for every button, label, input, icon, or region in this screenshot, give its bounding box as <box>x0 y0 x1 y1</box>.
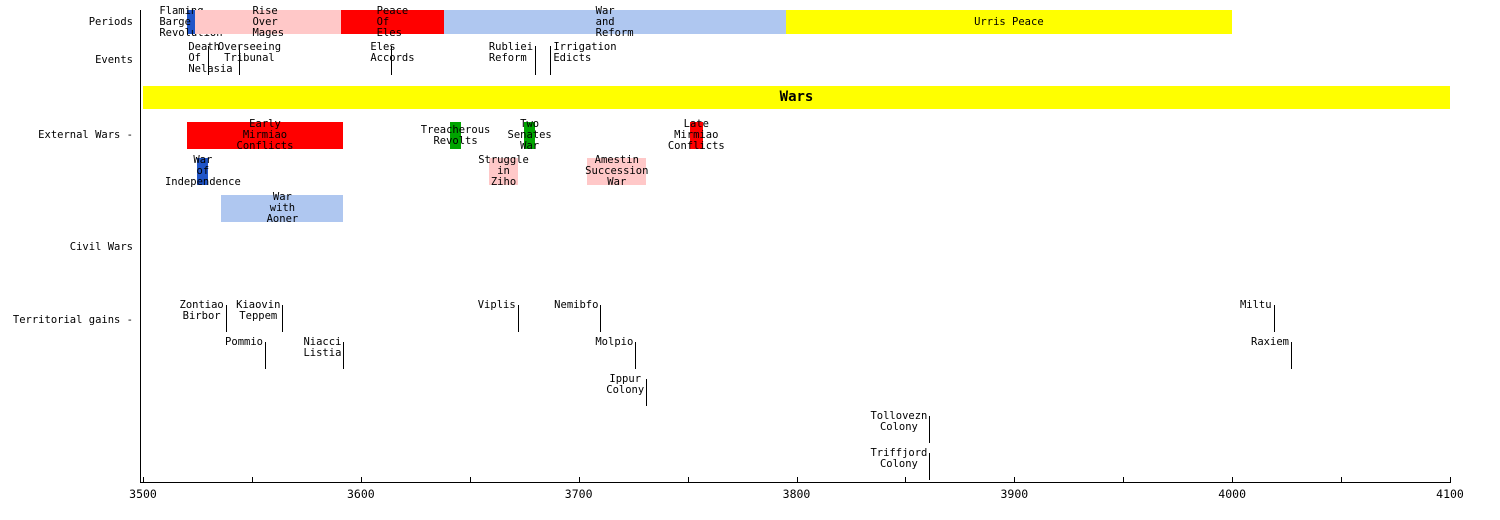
x-axis-tick-label: 3900 <box>1000 487 1029 501</box>
period-label: War and Reform <box>595 4 634 39</box>
row-label-periods: Periods <box>88 16 133 28</box>
period-label: Rise Over Mages <box>252 4 285 39</box>
war-label: War with Aoner <box>266 191 299 225</box>
territorial-gain-label: Triffjord Colony <box>870 447 928 470</box>
x-axis <box>140 482 1451 483</box>
war-bar <box>221 195 344 222</box>
war-bar <box>524 122 536 149</box>
event-label: Eles Accords <box>370 41 415 64</box>
x-axis-tick-label: 3600 <box>346 487 375 501</box>
event-marker <box>238 46 240 75</box>
x-axis-tick <box>797 477 798 482</box>
event-marker <box>391 46 393 75</box>
territorial-gain-label: Kiaovin Teppem <box>236 299 281 322</box>
event-label: Overseeing Tribunal <box>217 41 282 64</box>
war-label: Two Senates War <box>507 118 552 152</box>
x-axis-tick <box>1014 477 1015 482</box>
x-axis-tick <box>252 477 253 482</box>
period-label: Flaming Barge Revolution <box>159 4 223 39</box>
territorial-gain-label: Viplis <box>477 299 516 311</box>
x-axis-tick <box>470 477 471 482</box>
territorial-gain-marker <box>225 305 227 332</box>
x-axis-tick-label: 4000 <box>1218 487 1246 501</box>
period-bar <box>785 10 1233 34</box>
x-axis-tick <box>688 477 689 482</box>
x-axis-tick <box>579 477 580 482</box>
territorial-gain-marker <box>1273 305 1275 332</box>
territorial-gain-label: Raxiem <box>1251 336 1289 348</box>
period-bar <box>341 10 444 34</box>
war-label: Treacherous Revolts <box>420 123 491 147</box>
x-axis-tick <box>1450 477 1451 482</box>
war-label: Early Mirmiao Conflicts <box>236 118 294 152</box>
war-bar <box>489 158 518 185</box>
territorial-gain-marker <box>929 416 931 443</box>
x-axis-tick <box>1123 477 1124 482</box>
x-axis-tick <box>361 477 362 482</box>
territorial-gain-label: Pommio <box>225 336 263 348</box>
x-axis-tick <box>143 477 144 482</box>
territorial-gain-label: Ippur Colony <box>606 373 645 396</box>
territorial-gain-label: Niacci Listia <box>303 336 342 359</box>
territorial-gain-marker <box>1290 342 1292 369</box>
territorial-gain-marker <box>635 342 637 369</box>
x-axis-tick <box>905 477 906 482</box>
period-bar <box>195 10 342 34</box>
war-bar <box>450 122 462 149</box>
territorial-gain-label: Zontiao Birbor <box>179 299 224 322</box>
x-axis-tick <box>1341 477 1342 482</box>
war-bar <box>587 158 647 185</box>
war-label: War of Independence <box>164 154 241 188</box>
event-marker <box>535 46 537 75</box>
territorial-gain-label: Molpio <box>595 336 634 348</box>
territorial-gain-marker <box>929 453 931 480</box>
territorial-gain-marker <box>646 379 648 406</box>
event-marker <box>550 46 552 75</box>
row-label-external-wars: External Wars - <box>38 129 133 141</box>
event-label: Irrigation Edicts <box>553 41 617 64</box>
territorial-gain-label: Miltu <box>1239 299 1272 311</box>
period-label: Urris Peace <box>974 15 1044 28</box>
wars-banner <box>143 86 1450 109</box>
event-marker <box>208 46 210 75</box>
period-bar <box>443 10 786 34</box>
war-bar <box>197 158 209 185</box>
territorial-gain-label: Nemibfo <box>554 299 599 311</box>
event-label: Death Of Nelasia <box>188 41 233 75</box>
territorial-gain-marker <box>282 305 284 332</box>
x-axis-tick <box>1232 477 1233 482</box>
territorial-gain-marker <box>264 342 266 369</box>
x-axis-tick-label: 3800 <box>782 487 811 501</box>
war-bar <box>186 122 344 149</box>
period-label: Peace Of Eles <box>376 4 409 39</box>
war-label: Struggle in Ziho <box>478 154 529 188</box>
y-axis-spine <box>140 10 141 482</box>
x-axis-tick-label: 3700 <box>564 487 593 501</box>
wars-banner-label: Wars <box>779 89 814 105</box>
row-label-territorial-gains: Territorial gains - <box>12 314 133 326</box>
period-bar <box>186 10 196 34</box>
war-label: Amestin Succession War <box>585 154 649 188</box>
event-label: Rubliei Reform <box>488 41 534 64</box>
war-label: Late Mirmiao Conflicts <box>667 118 725 152</box>
x-axis-tick-label: 3500 <box>129 487 157 501</box>
war-bar <box>689 122 703 149</box>
row-label-events: Events <box>95 54 133 66</box>
row-label-civil-wars: Civil Wars <box>69 241 133 253</box>
territorial-gain-label: Tollovezn Colony <box>870 410 928 433</box>
territorial-gain-marker <box>343 342 345 369</box>
x-axis-tick-label: 4100 <box>1436 487 1464 501</box>
territorial-gain-marker <box>600 305 602 332</box>
territorial-gain-marker <box>517 305 519 332</box>
